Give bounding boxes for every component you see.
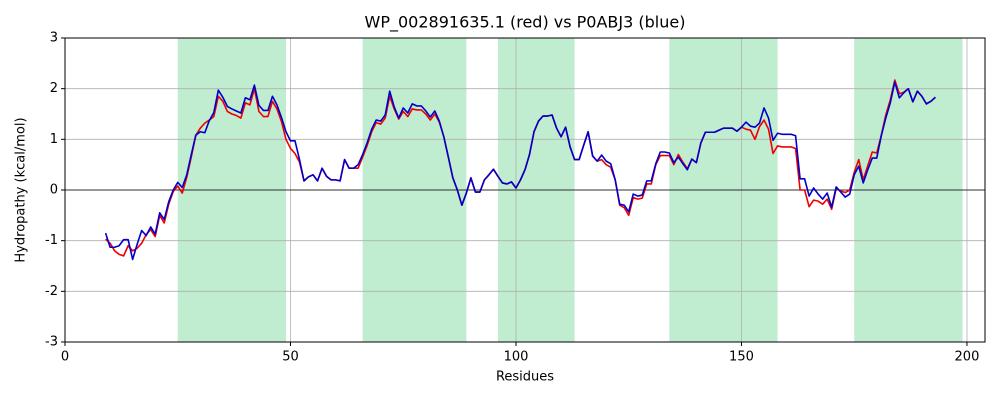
y-tick-label: 1 (50, 132, 58, 147)
plot-frame (64, 37, 986, 343)
y-axis-label: Hydropathy (kcal/mol) (14, 117, 29, 262)
y-tick-label: -2 (45, 284, 58, 299)
y-tick-label: -3 (45, 335, 58, 350)
x-tick-label: 100 (504, 350, 529, 365)
y-tick-label: 3 (50, 31, 58, 46)
chart-title: WP_002891635.1 (red) vs P0ABJ3 (blue) (365, 13, 686, 33)
y-tick-label: 2 (50, 81, 58, 96)
x-tick-label: 150 (729, 350, 754, 365)
x-tick-label: 0 (61, 350, 69, 365)
y-tick-label: 0 (50, 183, 58, 198)
x-tick-label: 50 (282, 350, 299, 365)
x-axis-label: Residues (496, 370, 554, 385)
x-tick-label: 200 (955, 350, 980, 365)
series-line (104, 81, 936, 261)
y-tick-label: -1 (45, 233, 58, 248)
